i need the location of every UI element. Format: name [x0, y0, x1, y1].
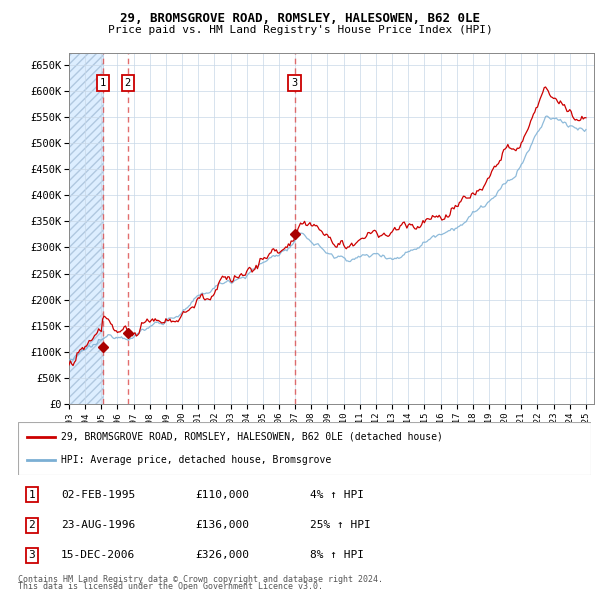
Text: 1: 1	[28, 490, 35, 500]
Text: 8% ↑ HPI: 8% ↑ HPI	[310, 550, 364, 560]
Text: Price paid vs. HM Land Registry's House Price Index (HPI): Price paid vs. HM Land Registry's House …	[107, 25, 493, 35]
Text: This data is licensed under the Open Government Licence v3.0.: This data is licensed under the Open Gov…	[18, 582, 323, 590]
Text: 4% ↑ HPI: 4% ↑ HPI	[310, 490, 364, 500]
Bar	[69, 53, 103, 404]
Text: HPI: Average price, detached house, Bromsgrove: HPI: Average price, detached house, Brom…	[61, 455, 331, 465]
Text: 25% ↑ HPI: 25% ↑ HPI	[310, 520, 371, 530]
Text: 23-AUG-1996: 23-AUG-1996	[61, 520, 135, 530]
Text: 29, BROMSGROVE ROAD, ROMSLEY, HALESOWEN, B62 0LE (detached house): 29, BROMSGROVE ROAD, ROMSLEY, HALESOWEN,…	[61, 432, 443, 442]
Text: 2: 2	[125, 78, 131, 88]
Text: 02-FEB-1995: 02-FEB-1995	[61, 490, 135, 500]
Text: 2: 2	[28, 520, 35, 530]
Text: 3: 3	[28, 550, 35, 560]
Text: 15-DEC-2006: 15-DEC-2006	[61, 550, 135, 560]
Text: £136,000: £136,000	[196, 520, 250, 530]
Text: £110,000: £110,000	[196, 490, 250, 500]
Text: 3: 3	[292, 78, 298, 88]
Text: 29, BROMSGROVE ROAD, ROMSLEY, HALESOWEN, B62 0LE: 29, BROMSGROVE ROAD, ROMSLEY, HALESOWEN,…	[120, 12, 480, 25]
Text: £326,000: £326,000	[196, 550, 250, 560]
Text: 1: 1	[100, 78, 106, 88]
Text: Contains HM Land Registry data © Crown copyright and database right 2024.: Contains HM Land Registry data © Crown c…	[18, 575, 383, 584]
